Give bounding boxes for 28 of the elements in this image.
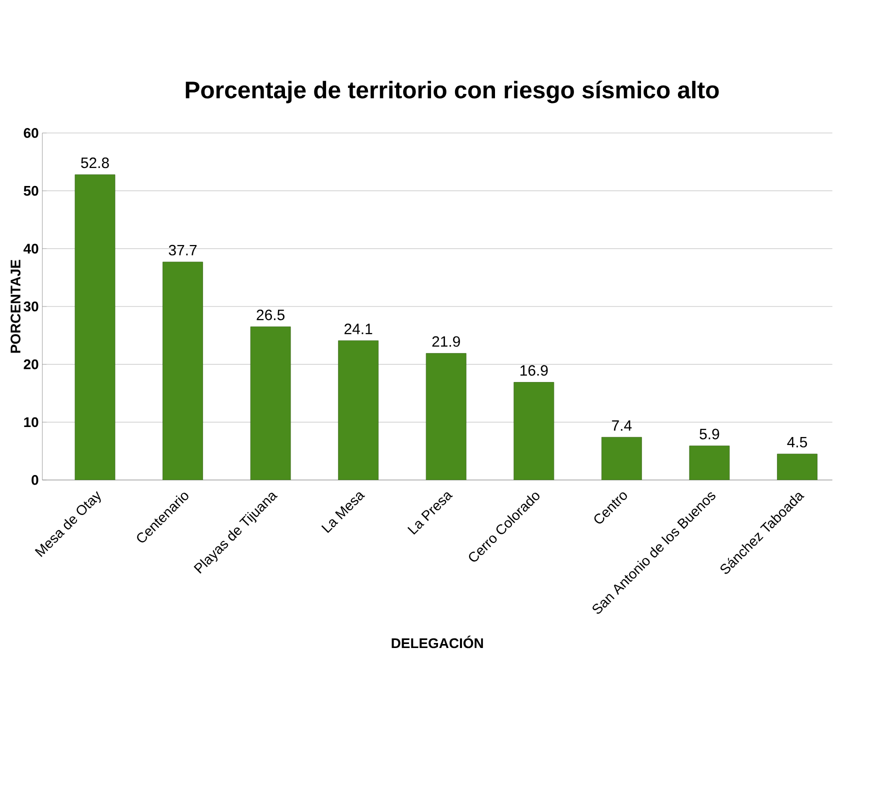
y-tick-label: 10 xyxy=(24,417,38,428)
bar xyxy=(601,436,642,480)
data-label: 37.7 xyxy=(168,244,197,256)
bar xyxy=(689,446,730,480)
y-axis-title: PORCENTAJE xyxy=(10,260,20,353)
data-label: 16.9 xyxy=(520,365,548,376)
bar xyxy=(426,353,466,480)
y-tick-label: 30 xyxy=(24,302,38,312)
data-label: 52.8 xyxy=(81,158,109,168)
data-label: 24.1 xyxy=(344,324,372,334)
y-tick-label: 20 xyxy=(24,359,38,370)
bar xyxy=(162,262,203,480)
bar xyxy=(74,174,116,480)
bar xyxy=(250,326,291,480)
data-label: 21.9 xyxy=(432,336,460,347)
data-label: 5.9 xyxy=(700,428,720,440)
bar xyxy=(777,454,818,480)
x-axis-title: DELEGACIÓN xyxy=(392,636,483,648)
bar xyxy=(514,382,554,480)
y-tick-label: 60 xyxy=(24,128,38,138)
data-label: 7.4 xyxy=(612,420,632,431)
y-tick-label: 50 xyxy=(24,186,38,196)
chart-title: Porcentaje de territorio con riesgo sísmico alto xyxy=(186,80,719,104)
y-tick-label: 40 xyxy=(24,244,38,254)
data-label: 26.5 xyxy=(256,310,284,320)
data-label: 4.5 xyxy=(787,437,807,448)
bar xyxy=(338,340,379,480)
y-tick-label: 0 xyxy=(32,475,38,485)
